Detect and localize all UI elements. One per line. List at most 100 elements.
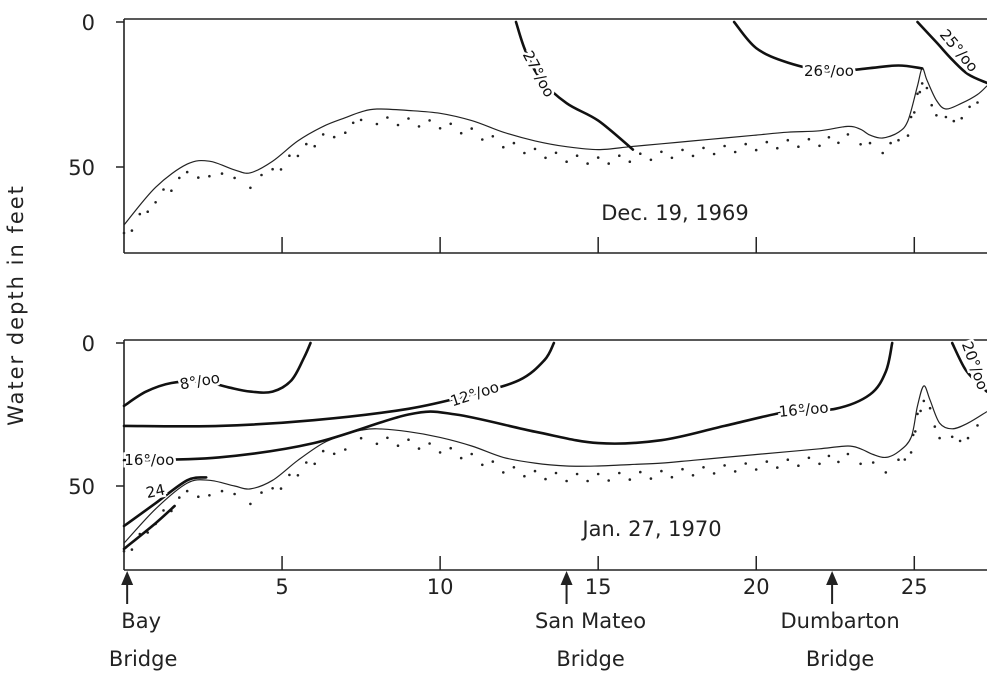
stipple-dot [375, 442, 379, 446]
stipple-dot [449, 122, 453, 126]
stipple-dot [639, 470, 642, 474]
stipple-dot [818, 144, 821, 148]
stipple-dot [930, 103, 933, 107]
stipple-dot [754, 148, 758, 152]
stipple-dot [260, 173, 263, 177]
stipple-dot [897, 458, 900, 462]
stipple-dot [660, 469, 663, 473]
isohaline-label: 12°/oo [448, 378, 501, 411]
stipple-dot [960, 116, 963, 120]
stipple-dot [122, 231, 126, 235]
stipple-dot [607, 479, 610, 482]
stipple-dot [332, 135, 336, 139]
stipple-dot [459, 456, 463, 460]
stipple-dot [407, 117, 410, 120]
stipple-dot [523, 151, 526, 155]
panel-date-label: Dec. 19, 1969 [601, 201, 749, 225]
stipple-dot [449, 446, 453, 450]
landmark-arrow-head [826, 571, 839, 585]
x-tick-label: 15 [585, 575, 612, 599]
stipple-dot [897, 138, 900, 142]
x-tick-label: 5 [275, 575, 288, 599]
stipple-dot [618, 471, 621, 475]
stipple-dot [313, 462, 317, 466]
stipple-dot [976, 424, 979, 427]
stipple-dot [288, 154, 291, 157]
stipple-dot [170, 189, 173, 192]
stipple-dot [396, 123, 400, 127]
stipple-dot [681, 148, 684, 152]
stipple-dot [889, 141, 892, 145]
landmark-label-line1: Bay [121, 609, 161, 633]
bottom-profile-line [123, 385, 987, 544]
stipple-dot [950, 435, 954, 439]
stipple-dot [871, 461, 875, 464]
landmark-label-line2: Bridge [556, 647, 624, 671]
stipple-dot [958, 439, 962, 443]
isohaline-line [122, 341, 312, 408]
stipple-dot [807, 137, 811, 141]
stipple-dot [586, 162, 589, 165]
stipple-dot [776, 466, 779, 469]
stipple-dot [916, 412, 919, 416]
stipple-dot [846, 452, 850, 456]
stipple-dot [554, 471, 558, 475]
isohaline-label: 16°/oo [124, 451, 174, 469]
isohaline-line [122, 341, 556, 428]
stipple-dot [565, 160, 568, 163]
stipple-dot [481, 463, 484, 467]
stipple-dot [691, 154, 695, 158]
stipple-dot [407, 438, 410, 442]
stipple-dot [305, 142, 308, 146]
y-tick-label: 0 [82, 332, 95, 356]
x-tick-label: 20 [743, 575, 770, 599]
bottom-profile-line [123, 67, 987, 226]
stipple-dot [386, 116, 389, 119]
stipple-dot [417, 447, 421, 450]
stipple-dot [512, 141, 516, 145]
x-tick-label: 25 [901, 575, 928, 599]
stipple-dot [554, 151, 558, 155]
stipple-dot [575, 472, 579, 476]
stipple-dot [786, 138, 790, 142]
stipple-dot [208, 174, 211, 178]
stipple-dot [859, 143, 862, 146]
isohaline-line [122, 504, 176, 551]
panel-frame [123, 339, 987, 571]
isohaline-label: 8°/oo [178, 369, 221, 394]
stipple-dot [271, 487, 274, 490]
stipple-dot [122, 549, 126, 553]
stipple-dot [596, 472, 600, 476]
sediment-stipple [122, 399, 979, 553]
stipple-dot [649, 477, 653, 480]
stipple-dot [628, 478, 632, 481]
stipple-dot [197, 176, 200, 179]
isohaline-line [122, 341, 894, 462]
stipple-dot [903, 458, 907, 461]
y-tick-label: 0 [82, 11, 95, 35]
stipple-dot [321, 133, 325, 136]
stipple-dot [185, 489, 189, 493]
landmark-label-line2: Bridge [806, 647, 874, 671]
stipple-dot [146, 210, 149, 213]
stipple-dot [359, 436, 363, 440]
stipple-dot [178, 176, 181, 180]
stipple-dot [837, 460, 840, 464]
stipple-dot [296, 154, 300, 158]
stipple-dot [733, 470, 737, 473]
stipple-dot [797, 145, 800, 148]
stipple-dot [797, 464, 800, 468]
isohaline-line [122, 476, 208, 528]
stipple-dot [933, 425, 937, 428]
stipple-dot [359, 118, 363, 122]
stipple-dot [712, 472, 716, 475]
stipple-dot [744, 142, 747, 146]
stipple-dot [130, 229, 134, 232]
stipple-dot [512, 466, 516, 469]
stipple-dot [386, 436, 389, 440]
isohaline-label: 16°/oo [778, 399, 829, 421]
stipple-dot [607, 162, 610, 165]
stipple-dot [197, 495, 200, 499]
stipple-dot [428, 442, 431, 445]
